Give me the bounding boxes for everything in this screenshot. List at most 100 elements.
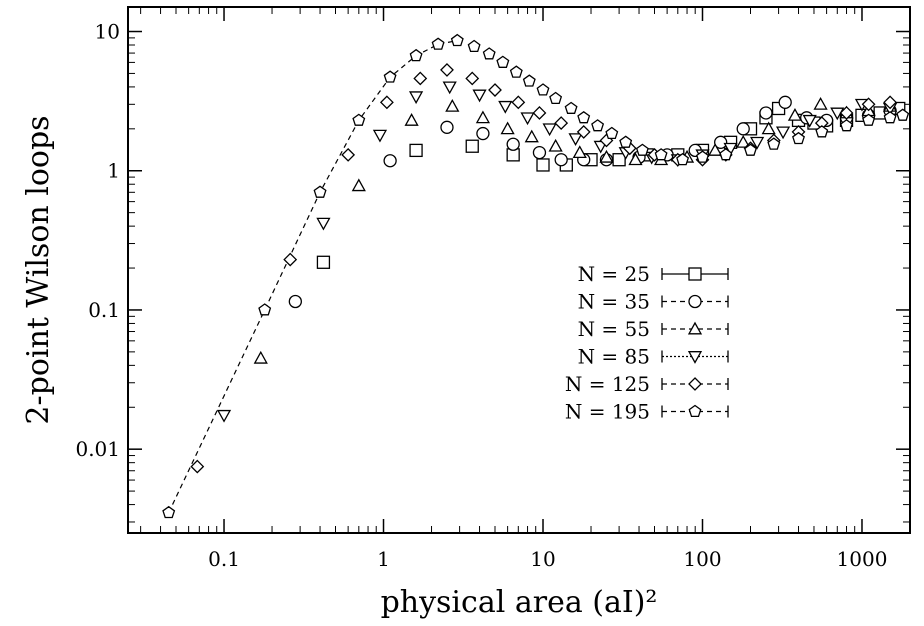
legend-marker <box>688 404 702 418</box>
data-point <box>787 107 803 121</box>
data-point <box>549 91 563 105</box>
data-point <box>500 121 515 135</box>
data-point <box>536 83 550 96</box>
data-point <box>719 148 733 161</box>
data-point <box>450 33 464 47</box>
data-point <box>465 139 479 153</box>
x-tick-label: 10 <box>530 547 555 571</box>
data-point <box>379 95 394 110</box>
data-point <box>316 217 331 231</box>
data-point <box>532 145 547 160</box>
x-tick-label: 1 <box>377 547 390 571</box>
x-tick-label: 1000 <box>837 547 888 571</box>
data-point <box>488 83 502 97</box>
legend-label: N = 85 <box>578 345 650 369</box>
data-point <box>548 138 563 152</box>
data-point <box>482 47 496 60</box>
data-point <box>708 143 723 156</box>
y-axis-title: 2-point Wilson loops <box>21 115 56 424</box>
data-point <box>883 95 897 110</box>
data-point <box>714 135 728 149</box>
data-point <box>676 152 690 166</box>
legend: N = 25 N = 35 N = 55 N = 85 N = 125 N = 195 <box>565 262 729 424</box>
data-point <box>440 120 454 134</box>
data-point <box>815 125 829 138</box>
data-point <box>509 65 523 78</box>
data-point <box>511 95 526 110</box>
data-point <box>599 149 614 163</box>
data-point <box>736 122 750 136</box>
data-point <box>896 108 910 121</box>
data-point <box>554 116 569 130</box>
legend-marker <box>687 321 703 335</box>
axis-ticks: 0.1 1 10 100 1000 0.01 0.1 1 10 <box>75 7 910 571</box>
legend-marker <box>688 267 702 281</box>
data-point <box>744 143 757 156</box>
data-point <box>496 55 510 68</box>
data-point <box>162 505 176 519</box>
data-point <box>750 136 765 150</box>
data-point <box>775 126 791 140</box>
legend-label: N = 125 <box>565 372 650 396</box>
data-point <box>413 71 428 86</box>
data-point <box>568 133 583 146</box>
data-point <box>288 294 302 309</box>
y-tick-label: 0.01 <box>75 437 120 461</box>
data-point <box>372 129 388 143</box>
data-point <box>591 119 605 132</box>
data-point <box>383 154 397 168</box>
data-point <box>564 101 578 114</box>
data-point <box>351 178 366 192</box>
data-point <box>431 37 445 50</box>
plot-frame <box>127 6 911 534</box>
legend-label: N = 195 <box>565 400 650 424</box>
data-point <box>654 148 668 161</box>
data-point <box>409 48 423 62</box>
data-point <box>409 143 423 158</box>
data-point <box>442 81 457 95</box>
data-point <box>813 96 828 110</box>
data-point <box>532 106 547 120</box>
data-point <box>572 145 587 159</box>
data-point <box>498 100 513 114</box>
data-point <box>404 113 419 126</box>
data-point <box>408 91 424 105</box>
data-point <box>352 113 366 126</box>
data-point <box>472 89 487 103</box>
legend-label: N = 35 <box>578 290 650 314</box>
data-point <box>605 126 619 140</box>
data-point <box>576 125 591 139</box>
x-tick-label: 100 <box>683 547 721 571</box>
legend-label: N = 25 <box>578 262 650 286</box>
data-point <box>465 71 480 86</box>
data-point <box>475 110 491 124</box>
data-point <box>445 99 460 112</box>
data-point <box>190 459 205 474</box>
x-tick-label: 0.1 <box>208 547 240 571</box>
data-point <box>577 110 591 124</box>
data-point <box>761 121 776 135</box>
data-point <box>258 303 272 316</box>
data-point <box>536 158 550 172</box>
y-tick-label: 10 <box>95 20 120 44</box>
data-point <box>467 39 481 53</box>
y-tick-label: 0.1 <box>88 298 120 322</box>
data-point <box>619 135 633 148</box>
data-point <box>792 131 805 145</box>
data-point <box>520 112 535 126</box>
data-point <box>253 350 268 364</box>
data-point <box>635 143 649 156</box>
data-point <box>839 106 854 120</box>
data-point <box>759 106 773 120</box>
data-point <box>696 150 709 163</box>
data-point <box>802 114 817 128</box>
data-point <box>316 255 331 269</box>
series-guide-line <box>168 40 458 513</box>
data-point <box>862 113 876 126</box>
legend-marker <box>687 351 703 364</box>
legend-label: N = 55 <box>578 317 650 341</box>
data-point <box>506 137 520 151</box>
y-tick-label: 1 <box>107 159 120 183</box>
data-point <box>216 409 232 423</box>
